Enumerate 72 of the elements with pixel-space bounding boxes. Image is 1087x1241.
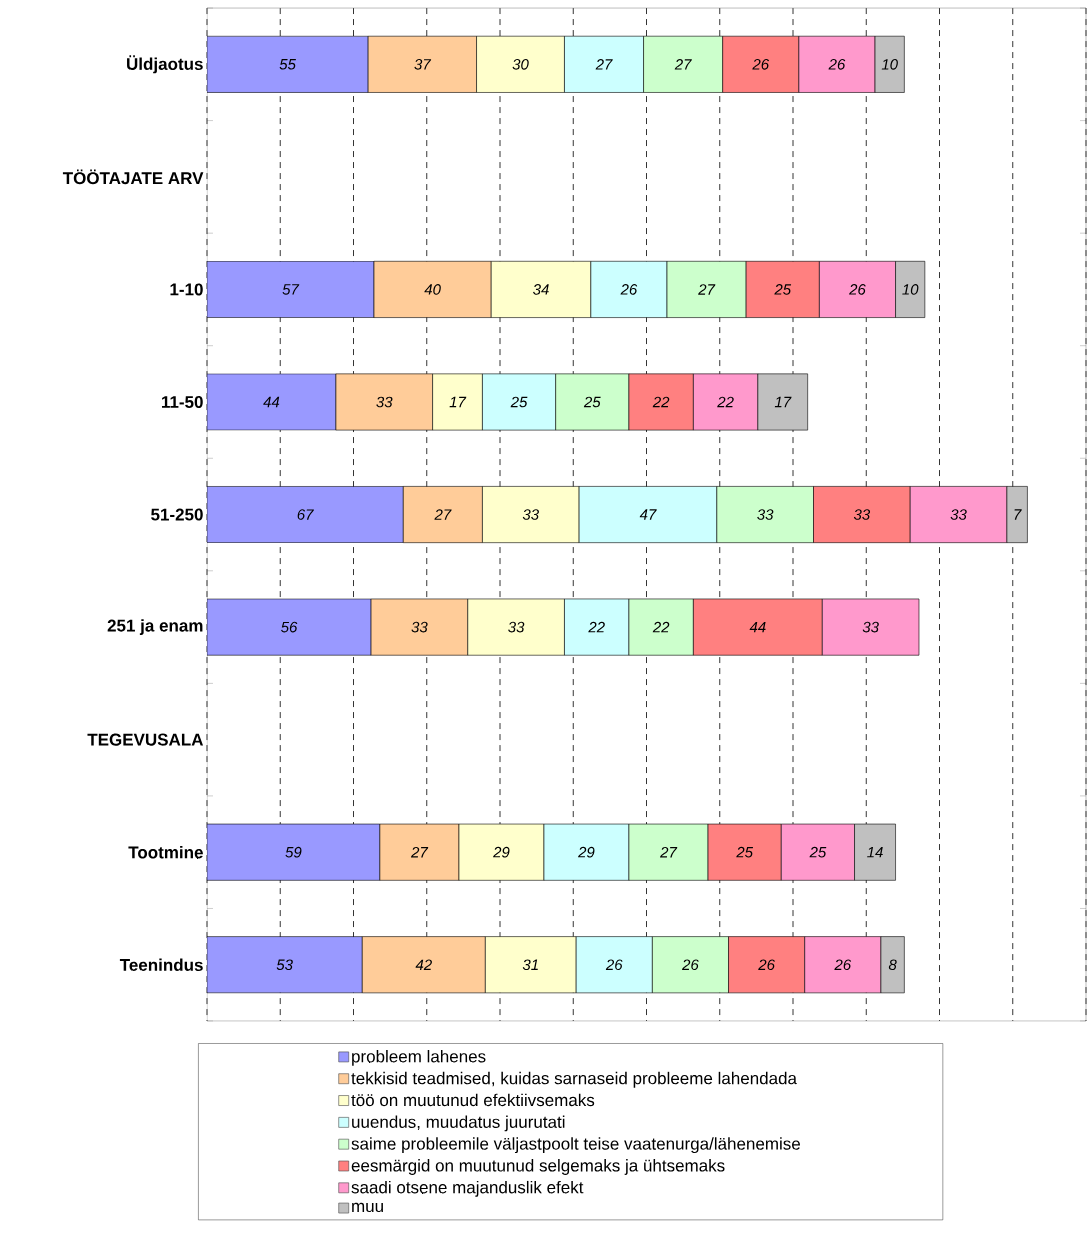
- data-label: 33: [862, 621, 879, 633]
- data-label: 33: [411, 621, 428, 633]
- data-label: 27: [674, 59, 692, 70]
- data-label: 44: [749, 621, 766, 633]
- legend-label: saadi otsene majanduslik efekt: [351, 1180, 584, 1197]
- data-label: 25: [510, 396, 528, 408]
- data-label: 55: [279, 59, 296, 70]
- y-tick-label: TEGEVUSALA: [87, 733, 204, 746]
- data-label: 26: [682, 959, 699, 971]
- data-label: 26: [758, 959, 775, 971]
- data-label: 59: [285, 846, 302, 858]
- y-tick-label: 11-50: [161, 395, 203, 409]
- data-label: 29: [578, 846, 595, 858]
- data-label: 17: [774, 396, 792, 408]
- data-label: 22: [717, 396, 734, 408]
- data-label: 25: [736, 846, 754, 858]
- data-label: 22: [652, 621, 670, 633]
- data-label: 26: [605, 959, 623, 971]
- data-label: 37: [414, 59, 432, 70]
- data-label: 33: [950, 509, 967, 520]
- data-label: 22: [652, 396, 670, 408]
- data-label: 26: [620, 284, 638, 295]
- legend-label: uuendus, muudatus juurutati: [352, 1115, 565, 1132]
- data-label: 57: [282, 284, 300, 295]
- data-label: 17: [449, 396, 467, 408]
- legend-label: saime probleemile väljastpoolt teise vaatenurga/lähenemise: [351, 1137, 800, 1154]
- y-tick-label: 51-250: [151, 508, 203, 521]
- data-label: 10: [881, 59, 898, 70]
- data-label: 27: [434, 509, 452, 520]
- data-label: 7: [1014, 509, 1022, 520]
- data-label: 25: [774, 284, 792, 295]
- y-tick-label: 251 ja enam: [107, 619, 203, 636]
- data-label: 29: [493, 846, 510, 858]
- legend-label: muu: [352, 1202, 383, 1213]
- data-label: 8: [888, 959, 897, 971]
- data-label: 26: [752, 59, 770, 70]
- data-label: 56: [281, 621, 298, 633]
- data-label: 14: [867, 847, 883, 858]
- data-label: 53: [276, 959, 293, 971]
- legend-label: töö on muutunud efektiivsemaks: [351, 1093, 595, 1107]
- data-label: 25: [809, 846, 827, 858]
- data-label: 26: [849, 284, 866, 295]
- y-tick-label: TÖÖTAJATE ARV: [62, 169, 204, 185]
- data-label: 27: [698, 284, 716, 295]
- data-label: 30: [512, 59, 529, 70]
- data-label: 67: [297, 509, 314, 520]
- legend-label: probleem lahenes: [352, 1050, 486, 1066]
- data-label: 42: [415, 959, 432, 970]
- data-label: 26: [828, 59, 846, 70]
- data-label: 26: [834, 959, 852, 971]
- data-label: 33: [853, 509, 871, 520]
- data-label: 27: [660, 846, 678, 858]
- data-label: 33: [757, 509, 774, 520]
- data-label: 44: [263, 396, 280, 408]
- data-label: 27: [595, 59, 613, 70]
- data-label: 34: [533, 284, 549, 295]
- data-label: 31: [522, 959, 538, 971]
- legend-label: eesmärgid on muutunud selgemaks ja ühtsemaks: [351, 1159, 725, 1175]
- data-label: 33: [522, 509, 539, 520]
- y-tick-label: Üldjaotus: [127, 55, 203, 74]
- data-label: 33: [508, 621, 525, 633]
- legend-label: tekkisid teadmised, kuidas sarnaseid probleeme lahendada: [351, 1071, 797, 1088]
- data-label: 27: [410, 846, 429, 858]
- data-label: 25: [583, 396, 601, 408]
- data-label: 33: [376, 396, 393, 408]
- y-tick-label: 1-10: [170, 283, 203, 296]
- data-label: 22: [588, 621, 605, 633]
- y-tick-label: Teenindus: [119, 958, 203, 971]
- y-tick-label: Tootmine: [128, 845, 203, 859]
- data-label: 10: [902, 284, 919, 295]
- data-label: 40: [424, 284, 441, 295]
- data-label: 47: [639, 509, 657, 520]
